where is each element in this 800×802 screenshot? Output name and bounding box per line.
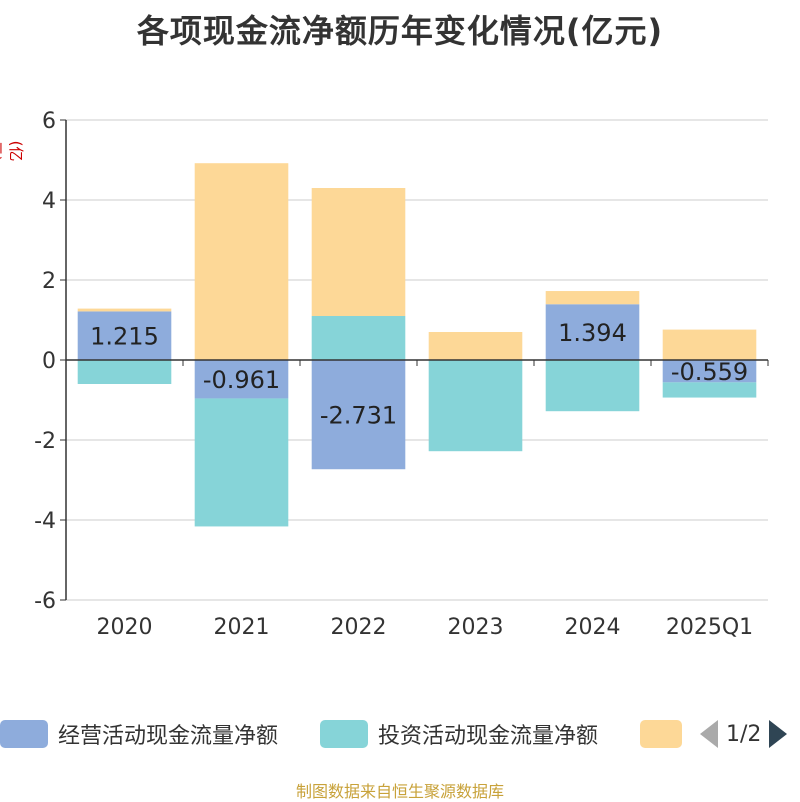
bar-series1-2023: [428, 360, 523, 452]
data-label-2021: -0.961: [203, 366, 280, 394]
bar-series1-2025Q1: [662, 382, 757, 398]
data-label-2024: 1.394: [558, 319, 627, 347]
bar-series1-2022: [311, 316, 406, 360]
data-label-2022: -2.731: [320, 402, 397, 430]
legend-swatch-investing: [320, 720, 368, 748]
bar-series0-2024: [545, 304, 640, 360]
bar-series2-2021: [194, 163, 289, 360]
y-tick-label-0: 6: [42, 109, 56, 134]
bar-series0-2022: [311, 360, 406, 470]
legend-swatch-financing: [640, 720, 682, 748]
chart-title: 各项现金流净额历年变化情况(亿元): [136, 12, 664, 50]
y-tick-label-4: -2: [34, 429, 56, 454]
legend: 经营活动现金流量净额 投资活动现金流量净额 1/2: [0, 716, 800, 752]
chart-area: 6 4 2 0 -2 -4 -6 1.215 -0.961 -2.731 1.394 -0.559 20…: [34, 109, 769, 640]
legend-item-investing[interactable]: 投资活动现金流量净额: [320, 716, 598, 752]
y-tick-label-1: 4: [42, 189, 56, 214]
bar-series1-2021: [194, 398, 289, 527]
legend-label-operating: 经营活动现金流量净额: [58, 724, 279, 749]
bar-series1-2020: [77, 360, 172, 384]
bar-series0-2025Q1: [662, 360, 757, 383]
data-label-2020: 1.215: [90, 323, 159, 351]
bar-series2-2024: [545, 291, 640, 305]
bar-series2-2022: [311, 188, 406, 316]
bar-series2-2025Q1: [662, 329, 757, 360]
y-tick-label-2: 2: [42, 269, 56, 294]
prev-page-icon[interactable]: [700, 720, 718, 748]
legend-pager: 1/2: [700, 716, 788, 752]
x-tick-label-2022: 2022: [331, 615, 387, 640]
y-tick-label-6: -6: [34, 589, 56, 614]
bar-series1-2024: [545, 360, 640, 412]
bar-series2-2023: [428, 332, 523, 360]
legend-swatch-operating: [0, 720, 48, 748]
y-tick-label-5: -4: [34, 509, 56, 534]
x-tick-label-2025Q1: 2025Q1: [666, 615, 753, 640]
y-tick-label-3: 0: [42, 349, 56, 374]
legend-item-financing[interactable]: [640, 716, 682, 752]
data-source-note: 制图数据来自恒生聚源数据库: [295, 782, 504, 801]
legend-page-indicator: 1/2: [726, 721, 762, 747]
x-tick-label-2021: 2021: [214, 615, 270, 640]
x-tick-label-2024: 2024: [565, 615, 621, 640]
legend-item-operating[interactable]: 经营活动现金流量净额: [0, 716, 278, 752]
bar-series0-2020: [77, 311, 172, 360]
legend-label-investing: 投资活动现金流量净额: [378, 724, 599, 749]
next-page-icon[interactable]: [769, 720, 788, 748]
x-tick-label-2020: 2020: [97, 615, 153, 640]
x-tick-label-2023: 2023: [448, 615, 504, 640]
bar-series0-2021: [194, 360, 289, 399]
data-label-2025Q1: -0.559: [671, 358, 748, 386]
bar-series2-2020: [77, 308, 172, 312]
